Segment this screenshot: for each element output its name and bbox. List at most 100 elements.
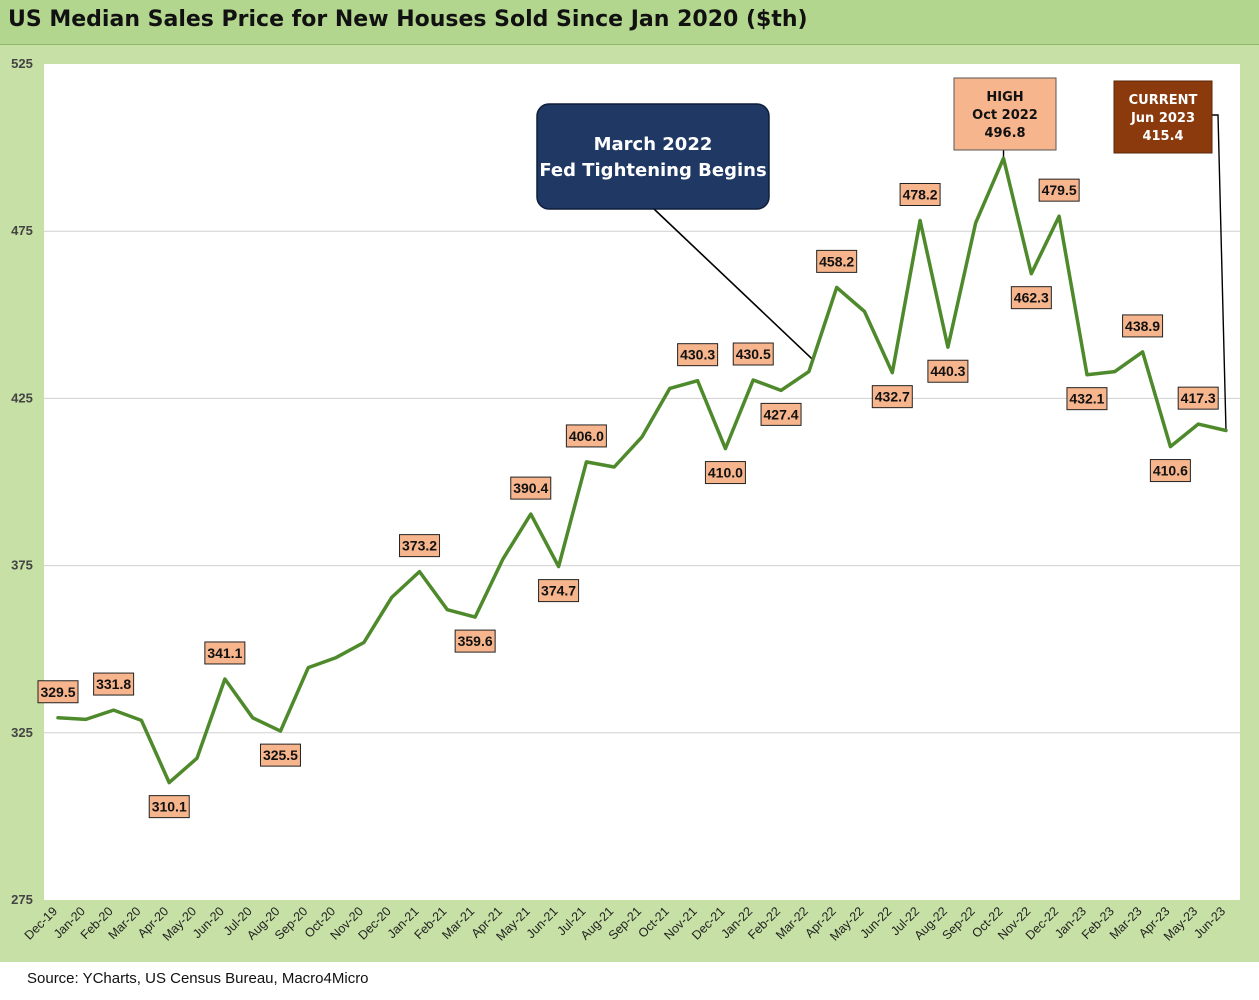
data-label: 430.5 [732,342,774,366]
data-label-text: 373.2 [402,538,437,554]
data-label-box [204,641,246,665]
data-label: 373.2 [399,534,441,558]
data-label-box [732,342,774,366]
fed-callout-leader [653,208,814,361]
data-label: 325.5 [259,743,301,767]
current-callout-text: Jun 2023 [1130,111,1195,126]
current-callout: CURRENT Jun 2023 415.4 [1113,80,1213,154]
fed-callout-box [536,103,770,210]
data-label-text: 430.3 [680,347,715,363]
data-label-text: 432.1 [1069,391,1104,407]
data-label-box [538,579,580,603]
data-label-text: 374.7 [541,583,576,599]
gridlines [44,230,1240,734]
y-tick-label: 275 [11,892,33,907]
data-label-box [871,385,913,409]
y-tick-label: 375 [11,558,33,573]
data-label-box [93,672,135,696]
data-label-box [899,182,941,206]
data-label-box [677,343,719,367]
data-label-text: 331.8 [96,676,131,692]
data-label-box [1038,178,1080,202]
data-label-box [816,249,858,273]
chart-title: US Median Sales Price for New Houses Sol… [8,7,808,32]
data-label-text: 430.5 [736,346,771,362]
y-tick-label: 525 [11,56,33,71]
data-label: 458.2 [816,249,858,273]
x-tick-label: Jun-22 [857,904,894,941]
data-label: 479.5 [1038,178,1080,202]
current-callout-leader [1212,114,1227,431]
data-label-text: 479.5 [1042,182,1077,198]
high-callout-text: 496.8 [984,126,1025,141]
data-label-box [454,629,496,653]
data-label-text: 329.5 [40,684,75,700]
data-label-text: 325.5 [263,747,298,763]
high-callout-box [953,77,1057,151]
current-callout-text: 415.4 [1142,129,1183,144]
data-label-text: 458.2 [819,253,854,269]
data-label: 410.6 [1149,459,1191,483]
data-label-text: 406.0 [569,428,604,444]
data-label: 410.0 [704,461,746,485]
data-label-text: 462.3 [1014,290,1049,306]
data-label-box [1066,387,1108,411]
data-label-text: 438.9 [1125,318,1160,334]
current-callout-text: CURRENT [1129,93,1198,108]
data-label-box [148,795,190,819]
data-label-text: 359.6 [458,633,493,649]
data-label-box [1122,314,1164,338]
data-label-box [565,424,607,448]
data-label-text: 341.1 [207,645,242,661]
fed-callout-text: Fed Tightening Begins [539,160,766,181]
data-label-box [399,534,441,558]
fed-callout-text: March 2022 [594,134,713,155]
x-tick-label: Jun-20 [190,904,227,941]
data-label: 438.9 [1122,314,1164,338]
x-axis-ticks: Dec-19Jan-20Feb-20Mar-20Apr-20May-20Jun-… [22,904,1228,943]
y-tick-label: 475 [11,223,33,238]
data-label-box [1010,286,1052,310]
data-label-text: 432.7 [875,389,910,405]
high-callout: HIGH Oct 2022 496.8 [953,77,1057,151]
line-chart: 275 325 375 425 475 525 Dec-19Jan-20Feb-20Mar… [11,56,1240,944]
data-label: 440.3 [927,359,969,383]
data-label-text: 410.6 [1153,463,1188,479]
fed-tightening-callout: March 2022 Fed Tightening Begins [536,103,770,210]
data-labels: 329.5 331.8 310.1 341.1 325.5 373.2 359.6 390.4… [37,178,1219,819]
data-label-box [1149,459,1191,483]
data-label-text: 440.3 [930,363,965,379]
data-label-text: 478.2 [903,186,938,202]
source-note: Source: YCharts, US Census Bureau, Macro… [27,970,369,987]
high-callout-text: Oct 2022 [972,108,1038,123]
data-label-box [259,743,301,767]
y-axis-ticks: 275 325 375 425 475 525 [11,56,33,907]
current-callout-box [1113,80,1213,154]
data-label: 331.8 [93,672,135,696]
data-label: 430.3 [677,343,719,367]
data-label: 310.1 [148,795,190,819]
data-label: 432.7 [871,385,913,409]
data-label: 406.0 [565,424,607,448]
x-tick-label: Dec-19 [22,904,60,942]
data-label: 390.4 [510,476,552,500]
data-label-box [510,476,552,500]
data-label-box [760,402,802,426]
data-label: 432.1 [1066,387,1108,411]
y-tick-label: 425 [11,390,33,405]
data-label-text: 410.0 [708,465,743,481]
annotation-callouts: March 2022 Fed Tightening Begins HIGH Oct 2… [536,77,1213,210]
data-label: 462.3 [1010,286,1052,310]
data-label-box [1177,386,1219,410]
y-tick-label: 325 [11,725,33,740]
data-label: 341.1 [204,641,246,665]
data-label-text: 390.4 [513,480,548,496]
data-label: 478.2 [899,182,941,206]
high-callout-text: HIGH [986,90,1023,105]
data-label: 417.3 [1177,386,1219,410]
x-tick-label: Jun-21 [524,904,561,941]
series-line [56,156,1228,785]
data-label: 329.5 [37,680,79,704]
series-layer [56,156,1228,785]
data-label-box [704,461,746,485]
